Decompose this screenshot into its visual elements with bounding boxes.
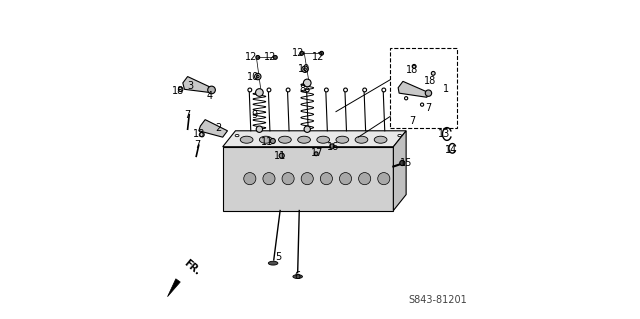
Circle shape xyxy=(412,64,416,68)
Text: 7: 7 xyxy=(194,140,200,150)
Text: 18: 18 xyxy=(406,65,419,75)
Circle shape xyxy=(208,86,216,94)
Circle shape xyxy=(286,88,290,92)
Text: 13: 13 xyxy=(438,129,451,139)
Circle shape xyxy=(425,90,431,96)
Text: 1: 1 xyxy=(443,84,449,94)
Text: 11: 11 xyxy=(274,151,286,161)
Text: 15: 15 xyxy=(400,158,412,168)
Bar xyxy=(390,48,457,128)
Circle shape xyxy=(267,88,271,92)
Polygon shape xyxy=(168,279,180,297)
Polygon shape xyxy=(394,131,406,211)
Polygon shape xyxy=(223,131,406,147)
Circle shape xyxy=(344,88,348,92)
Text: 10: 10 xyxy=(298,63,310,74)
Text: 7: 7 xyxy=(410,116,415,126)
Text: 10: 10 xyxy=(247,71,259,82)
Text: 9: 9 xyxy=(252,110,258,120)
Text: 18: 18 xyxy=(193,129,205,139)
Text: 11: 11 xyxy=(261,137,273,147)
Ellipse shape xyxy=(301,173,314,185)
Text: 8: 8 xyxy=(300,84,305,94)
Ellipse shape xyxy=(378,173,390,185)
Ellipse shape xyxy=(336,136,349,143)
Text: 17: 17 xyxy=(310,148,323,158)
Circle shape xyxy=(400,160,405,166)
Text: 12: 12 xyxy=(312,52,324,63)
Circle shape xyxy=(179,87,183,92)
Circle shape xyxy=(303,79,311,87)
Circle shape xyxy=(255,73,261,80)
Text: 7: 7 xyxy=(184,110,191,120)
Circle shape xyxy=(302,66,308,72)
Circle shape xyxy=(270,138,275,144)
Ellipse shape xyxy=(240,136,253,143)
Text: 3: 3 xyxy=(188,81,194,91)
Circle shape xyxy=(404,97,408,100)
Circle shape xyxy=(300,51,304,55)
Text: 4: 4 xyxy=(207,91,213,101)
Ellipse shape xyxy=(235,135,239,137)
Circle shape xyxy=(304,126,310,132)
Circle shape xyxy=(304,68,307,70)
Circle shape xyxy=(256,126,262,132)
Text: 14: 14 xyxy=(445,145,458,155)
Polygon shape xyxy=(223,147,394,211)
Ellipse shape xyxy=(244,173,256,185)
Text: 16: 16 xyxy=(326,142,339,152)
Ellipse shape xyxy=(259,136,272,143)
Text: 18: 18 xyxy=(424,76,436,86)
Circle shape xyxy=(256,56,260,59)
Ellipse shape xyxy=(282,173,294,185)
Ellipse shape xyxy=(293,275,303,278)
Ellipse shape xyxy=(374,136,387,143)
Ellipse shape xyxy=(355,136,368,143)
Circle shape xyxy=(257,75,259,78)
Circle shape xyxy=(382,88,386,92)
Ellipse shape xyxy=(339,173,351,185)
Text: 12: 12 xyxy=(264,52,276,63)
Circle shape xyxy=(320,51,323,55)
Text: S843-81201: S843-81201 xyxy=(408,295,467,305)
Text: 12: 12 xyxy=(245,52,258,63)
Circle shape xyxy=(324,88,328,92)
Circle shape xyxy=(273,56,277,59)
Text: 18: 18 xyxy=(172,86,184,96)
Polygon shape xyxy=(398,81,428,97)
Text: 6: 6 xyxy=(294,271,301,281)
Circle shape xyxy=(363,88,367,92)
Circle shape xyxy=(279,153,284,158)
Text: 5: 5 xyxy=(275,252,281,262)
Polygon shape xyxy=(183,77,212,93)
Circle shape xyxy=(420,103,424,106)
Ellipse shape xyxy=(398,135,402,137)
Circle shape xyxy=(314,152,318,156)
Circle shape xyxy=(255,89,263,96)
Text: 2: 2 xyxy=(215,122,221,133)
Text: FR.: FR. xyxy=(182,258,202,278)
Ellipse shape xyxy=(358,173,371,185)
Circle shape xyxy=(330,144,334,148)
Polygon shape xyxy=(199,120,227,137)
Text: 7: 7 xyxy=(426,103,431,114)
Circle shape xyxy=(248,88,252,92)
Ellipse shape xyxy=(268,261,278,265)
Ellipse shape xyxy=(278,136,291,143)
Text: 12: 12 xyxy=(291,48,304,58)
Ellipse shape xyxy=(298,136,310,143)
Circle shape xyxy=(431,71,435,75)
Ellipse shape xyxy=(320,173,332,185)
Ellipse shape xyxy=(317,136,330,143)
Circle shape xyxy=(200,132,204,137)
Circle shape xyxy=(305,88,309,92)
Ellipse shape xyxy=(263,173,275,185)
